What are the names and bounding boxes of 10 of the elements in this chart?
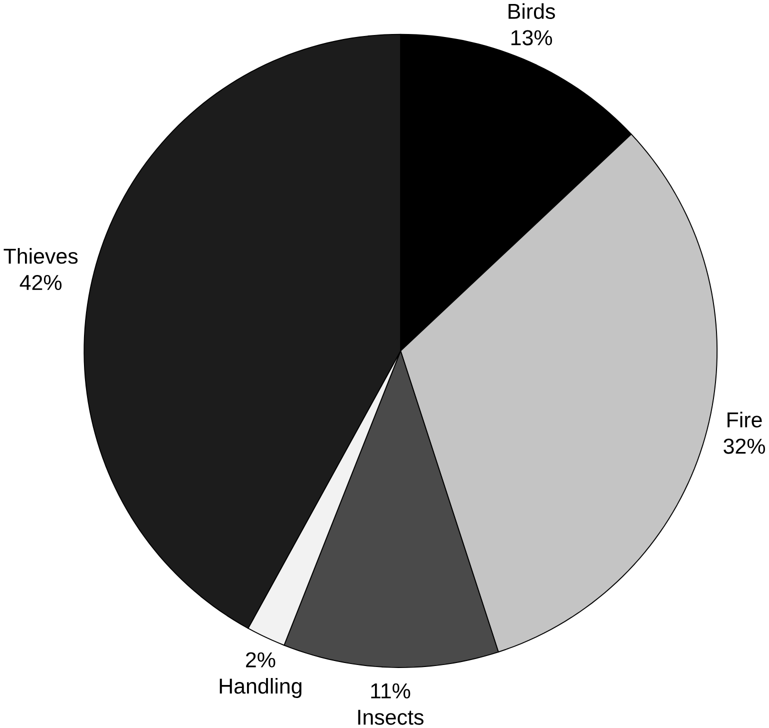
data-label: 13% <box>511 30 552 46</box>
slice-label: Fire <box>728 412 762 428</box>
data-label: 2% <box>246 652 276 668</box>
data-label: 42% <box>20 274 62 290</box>
slice-label: Insects <box>358 710 424 725</box>
slice-label: Handling <box>220 678 302 698</box>
slice-label: Thieves <box>4 248 78 264</box>
data-label: 32% <box>724 438 765 454</box>
data-label: 11% <box>371 683 410 698</box>
slice-label: Birds <box>508 3 555 19</box>
